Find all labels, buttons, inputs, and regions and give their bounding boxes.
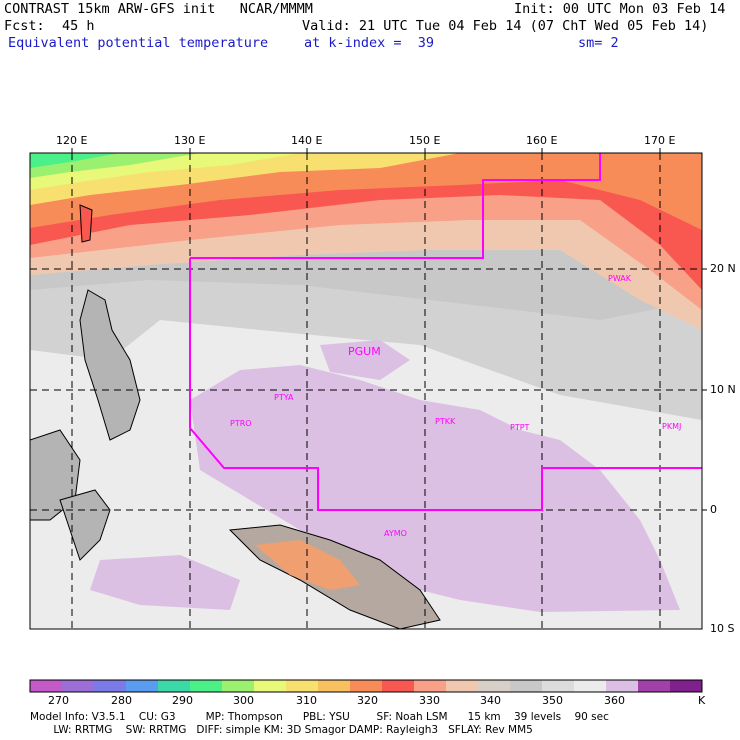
colorbar: [30, 680, 703, 692]
station-label: PGUM: [348, 345, 381, 358]
colorbar-swatch: [574, 680, 607, 692]
lat-label-equator: 0: [710, 503, 717, 516]
lat-label-10s: 10 S: [710, 622, 735, 635]
station-label: PTYA: [274, 393, 294, 402]
colorbar-swatch: [446, 680, 479, 692]
colorbar-label: 310: [296, 694, 317, 707]
colorbar-swatch: [254, 680, 287, 692]
colorbar-label: 320: [357, 694, 378, 707]
model-info-line1: Model Info: V3.5.1 CU: G3 MP: Thompson P…: [30, 711, 609, 723]
colorbar-label: 340: [480, 694, 501, 707]
station-label: PWAK: [608, 274, 632, 283]
field-name: Equivalent potential temperature: [8, 35, 269, 51]
colorbar-swatch: [350, 680, 383, 692]
station-label: PTKK: [435, 417, 456, 426]
level-index: at k-index = 39: [304, 35, 435, 51]
model-info-line2: LW: RRTMG SW: RRTMG DIFF: simple KM: 3D …: [30, 724, 533, 736]
colorbar-label: 290: [172, 694, 193, 707]
station-label: PTRO: [230, 419, 252, 428]
forecast-hour: 45 h: [62, 18, 95, 34]
colorbar-swatch: [414, 680, 447, 692]
colorbar-label: 330: [419, 694, 440, 707]
colorbar-swatch: [510, 680, 543, 692]
colorbar-unit: K: [698, 694, 706, 707]
station-label: PTPT: [510, 423, 530, 432]
lat-label-10n: 10 N: [710, 383, 736, 396]
colorbar-swatch: [606, 680, 639, 692]
forecast-label: Fcst:: [4, 18, 45, 34]
init-time: Init: 00 UTC Mon 03 Feb 14: [514, 1, 726, 17]
colorbar-label: 280: [111, 694, 132, 707]
model-title: CONTRAST 15km ARW-GFS init NCAR/MMMM: [4, 1, 313, 17]
colorbar-label: 350: [542, 694, 563, 707]
lon-label-170e: 170 E: [644, 134, 676, 147]
station-label: AYMO: [384, 529, 407, 538]
lon-label-160e: 160 E: [526, 134, 558, 147]
colorbar-swatch: [478, 680, 511, 692]
colorbar-swatch: [542, 680, 575, 692]
colorbar-swatch: [94, 680, 127, 692]
lon-label-140e: 140 E: [291, 134, 323, 147]
colorbar-swatch: [286, 680, 319, 692]
colorbar-label: 300: [233, 694, 254, 707]
lat-label-20n: 20 N: [710, 262, 736, 275]
colorbar-swatch: [670, 680, 703, 692]
smoothing-value: sm= 2: [578, 35, 619, 51]
colorbar-swatch: [638, 680, 671, 692]
colorbar-swatch: [190, 680, 223, 692]
colorbar-label: 360: [604, 694, 625, 707]
colorbar-swatch: [62, 680, 95, 692]
valid-time: Valid: 21 UTC Tue 04 Feb 14 (07 ChT Wed …: [302, 18, 709, 34]
station-label: PKMJ: [662, 422, 682, 431]
lon-label-130e: 130 E: [174, 134, 206, 147]
colorbar-swatch: [126, 680, 159, 692]
colorbar-swatch: [30, 680, 63, 692]
colorbar-swatch: [222, 680, 255, 692]
colorbar-label: 270: [48, 694, 69, 707]
lon-label-120e: 120 E: [56, 134, 88, 147]
lon-label-150e: 150 E: [409, 134, 441, 147]
colorbar-swatch: [158, 680, 191, 692]
colorbar-swatch: [382, 680, 415, 692]
colorbar-swatch: [318, 680, 351, 692]
